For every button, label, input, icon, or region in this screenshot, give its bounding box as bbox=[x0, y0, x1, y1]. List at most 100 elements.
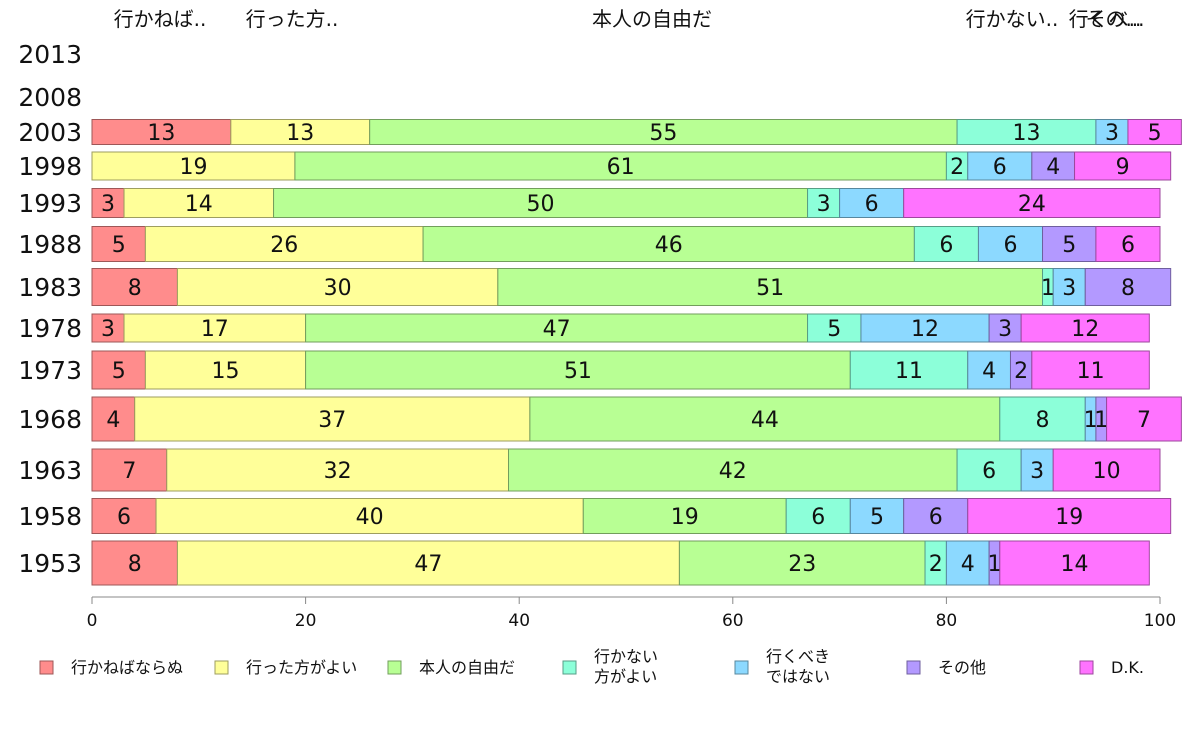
bar-segment bbox=[91, 350, 146, 390]
bar-value-label: 4 bbox=[1046, 155, 1060, 180]
bar-segment bbox=[1052, 448, 1161, 492]
bar-value-label: 5 bbox=[1148, 121, 1162, 146]
bar-segment bbox=[1127, 119, 1182, 145]
y-tick-label: 2003 bbox=[18, 118, 82, 147]
top-label: 行くべ.. bbox=[1069, 7, 1142, 31]
bar-segment bbox=[999, 396, 1086, 442]
bar-value-label: 3 bbox=[101, 317, 115, 342]
bar-value-label: 6 bbox=[865, 192, 879, 217]
bar-segment bbox=[123, 313, 307, 343]
x-tick-label: 20 bbox=[295, 611, 317, 631]
legend-swatch bbox=[214, 660, 229, 675]
bar-value-label: 3 bbox=[998, 317, 1012, 342]
bar-segment bbox=[123, 188, 275, 218]
bar-value-label: 6 bbox=[811, 505, 825, 530]
bar-segment bbox=[294, 151, 947, 181]
bar-value-label: 6 bbox=[1003, 233, 1017, 258]
bar-segment bbox=[1052, 268, 1086, 306]
legend-label: 本人の自由だ bbox=[419, 658, 515, 677]
x-tick-label: 100 bbox=[1144, 611, 1176, 631]
bar-segment bbox=[967, 350, 1011, 390]
bar-value-label: 10 bbox=[1093, 459, 1121, 484]
bar-value-label: 12 bbox=[911, 317, 939, 342]
top-label: 本人の自由だ bbox=[592, 7, 712, 31]
x-tick-label: 80 bbox=[936, 611, 958, 631]
bar-value-label: 19 bbox=[671, 505, 699, 530]
bar-segment bbox=[91, 540, 178, 586]
bar-segment bbox=[91, 119, 232, 145]
bar-value-label: 8 bbox=[128, 552, 142, 577]
bar-value-label: 4 bbox=[106, 408, 120, 433]
bar-value-label: 5 bbox=[112, 359, 126, 384]
bar-value-label: 40 bbox=[356, 505, 384, 530]
bar-value-label: 24 bbox=[1018, 192, 1046, 217]
bar-segment bbox=[1031, 151, 1076, 181]
bar-segment bbox=[1095, 226, 1161, 262]
legend-swatch bbox=[1079, 660, 1094, 675]
bar-value-label: 26 bbox=[270, 233, 298, 258]
legend-swatch bbox=[734, 660, 749, 675]
top-label: 行った方.. bbox=[246, 7, 339, 31]
bar-value-label: 50 bbox=[527, 192, 555, 217]
bar-segment bbox=[999, 540, 1150, 586]
bar-value-label: 1 bbox=[1041, 276, 1055, 301]
bar-segment bbox=[849, 498, 905, 534]
bar-value-label: 3 bbox=[1062, 276, 1076, 301]
bar-value-label: 37 bbox=[318, 408, 346, 433]
bar-segment bbox=[230, 119, 371, 145]
bar-segment bbox=[1042, 226, 1097, 262]
bar-value-label: 8 bbox=[1121, 276, 1135, 301]
legend-label: 行った方がよい bbox=[246, 658, 357, 677]
bar-value-label: 8 bbox=[128, 276, 142, 301]
bar-segment bbox=[273, 188, 809, 218]
y-tick-label: 1953 bbox=[18, 549, 82, 578]
bars: 13 13 55 13 3 519 61 2 6 4 93 14 50 3 6 245 26 46 6 6 5 68 30 5… bbox=[91, 119, 1182, 586]
bar-value-label: 3 bbox=[1030, 459, 1044, 484]
top-label: その... bbox=[1085, 7, 1144, 31]
y-tick-label: 1988 bbox=[18, 230, 82, 259]
bar-value-label: 3 bbox=[817, 192, 831, 217]
bar-segment bbox=[497, 268, 1044, 306]
bar-segment bbox=[155, 498, 584, 534]
bar-value-label: 12 bbox=[1071, 317, 1099, 342]
bar-segment bbox=[967, 151, 1033, 181]
bar-value-label: 2 bbox=[929, 552, 943, 577]
legend-swatch bbox=[39, 660, 54, 675]
bar-value-label: 5 bbox=[827, 317, 841, 342]
bar-value-label: 5 bbox=[870, 505, 884, 530]
bar-segment bbox=[91, 188, 125, 218]
bar-value-label: 6 bbox=[993, 155, 1007, 180]
bar-segment bbox=[678, 540, 926, 586]
bar-value-label: 1 bbox=[987, 552, 1001, 577]
y-tick-label: 2008 bbox=[18, 83, 82, 112]
bar-segment bbox=[956, 119, 1097, 145]
bar-value-label: 47 bbox=[543, 317, 571, 342]
bar-value-label: 6 bbox=[939, 233, 953, 258]
top-label: 行かねば.. bbox=[114, 7, 207, 31]
bar-segment bbox=[1095, 119, 1129, 145]
bar-value-label: 6 bbox=[982, 459, 996, 484]
bar-value-label: 9 bbox=[1116, 155, 1130, 180]
bar-segment bbox=[91, 448, 168, 492]
y-tick-label: 1973 bbox=[18, 356, 82, 385]
y-tick-label: 1998 bbox=[18, 152, 82, 181]
bar-segment bbox=[166, 448, 510, 492]
bar-value-label: 14 bbox=[1061, 552, 1089, 577]
x-tick-label: 0 bbox=[87, 611, 98, 631]
bar-value-label: 11 bbox=[1077, 359, 1105, 384]
bar-segment bbox=[860, 313, 990, 343]
bar-value-label: 15 bbox=[212, 359, 240, 384]
y-tick-label: 1983 bbox=[18, 273, 82, 302]
bar-segment bbox=[91, 498, 157, 534]
bar-value-label: 4 bbox=[982, 359, 996, 384]
y-tick-label: 1993 bbox=[18, 189, 82, 218]
bar-value-label: 5 bbox=[112, 233, 126, 258]
x-axis: 0 20 40 60 80 100 bbox=[87, 596, 1176, 631]
bar-value-label: 13 bbox=[286, 121, 314, 146]
bar-value-label: 8 bbox=[1036, 408, 1050, 433]
legend-label: 行かねばならぬ bbox=[71, 658, 183, 677]
bar-value-label: 51 bbox=[756, 276, 784, 301]
bar-segment bbox=[967, 498, 1172, 534]
bar-value-label: 44 bbox=[751, 408, 779, 433]
y-tick-label: 1968 bbox=[18, 405, 82, 434]
